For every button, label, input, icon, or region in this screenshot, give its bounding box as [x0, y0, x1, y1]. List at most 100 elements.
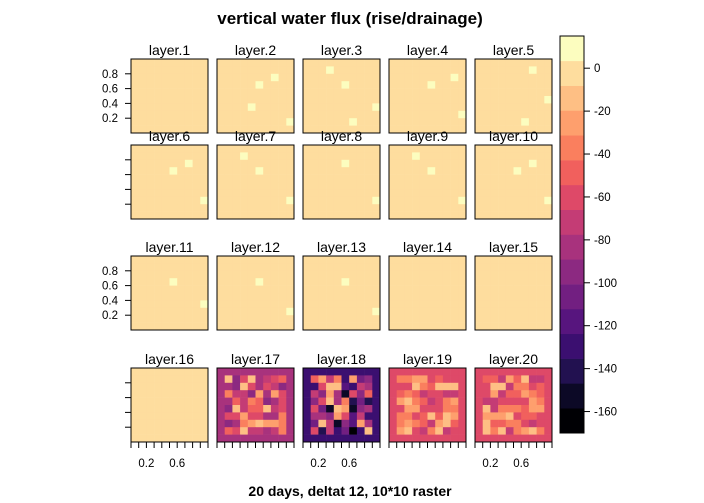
heat-cell: [427, 300, 436, 309]
heat-cell: [200, 152, 209, 161]
heat-cell: [364, 159, 373, 168]
heat-cell: [544, 434, 553, 443]
heat-cell: [177, 211, 186, 220]
heat-cell: [184, 88, 193, 97]
heat-cell: [224, 59, 233, 67]
heat-cell: [442, 182, 451, 190]
heat-cell: [356, 118, 365, 126]
heat-cell: [419, 189, 428, 198]
heat-cell: [458, 204, 467, 212]
heat-cell: [303, 315, 311, 323]
heat-cell: [326, 204, 335, 212]
heat-cell: [396, 405, 405, 413]
heat-cell: [427, 270, 436, 279]
heat-cell: [232, 110, 241, 119]
heat-cell: [521, 174, 530, 183]
heat-cell: [505, 59, 514, 67]
heat-cell: [326, 167, 335, 175]
heat-cell: [389, 300, 397, 309]
heat-cell: [435, 96, 444, 104]
heat-cell: [536, 59, 545, 67]
heat-cell: [184, 125, 193, 134]
heat-cell: [475, 73, 483, 82]
heat-cell: [505, 263, 514, 272]
heat-cell: [169, 167, 178, 175]
heat-cell: [131, 434, 139, 443]
heat-cell: [326, 110, 335, 119]
heat-cell: [154, 66, 163, 75]
heat-cell: [404, 182, 413, 190]
heat-cell: [544, 182, 553, 190]
heat-cell: [232, 182, 241, 190]
heat-cell: [505, 375, 514, 384]
heat-cell: [544, 256, 553, 264]
heat-cell: [200, 382, 209, 391]
heat-cell: [427, 315, 436, 323]
heat-cell: [255, 382, 264, 391]
heat-cell: [138, 125, 147, 134]
heat-cell: [263, 211, 272, 220]
heat-cell: [412, 211, 421, 220]
heat-cell: [224, 182, 233, 190]
heat-cell: [498, 390, 507, 398]
heat-cell: [310, 315, 319, 323]
heat-cell: [544, 59, 553, 67]
heat-cell: [442, 270, 451, 279]
heat-cell: [412, 307, 421, 316]
heat-cell: [333, 256, 342, 264]
heat-cell: [169, 73, 178, 82]
heat-cell: [349, 256, 358, 264]
heat-cell: [442, 419, 451, 428]
colorbar-segment: [560, 284, 584, 310]
heat-cell: [131, 182, 139, 190]
heat-cell: [326, 182, 335, 190]
heat-cell: [192, 103, 201, 112]
heat-cell: [131, 270, 139, 279]
heat-cell: [154, 278, 163, 286]
heat-cell: [278, 270, 287, 279]
heat-cell: [349, 96, 358, 104]
heat-cell: [341, 118, 350, 126]
heat-cell: [435, 397, 444, 406]
heat-cell: [372, 88, 381, 97]
heat-cell: [372, 81, 381, 89]
heat-cell: [138, 278, 147, 286]
heat-cell: [521, 66, 530, 75]
heat-cell: [404, 256, 413, 264]
heat-cell: [482, 59, 491, 67]
heat-cell: [435, 88, 444, 97]
heat-cell: [278, 315, 287, 323]
heat-cell: [349, 204, 358, 212]
heat-cell: [435, 300, 444, 309]
heat-cell: [192, 427, 201, 435]
heat-cell: [427, 118, 436, 126]
heat-cell: [458, 419, 467, 428]
heat-cell: [490, 307, 499, 316]
heat-cell: [341, 167, 350, 175]
panel-layer-11: layer.11: [130, 239, 209, 331]
heat-cell: [498, 159, 507, 168]
heat-cell: [341, 434, 350, 443]
heat-cell: [450, 174, 459, 183]
heat-cell: [544, 118, 553, 126]
heat-cell: [458, 315, 467, 323]
heat-cell: [192, 145, 201, 153]
heat-cell: [310, 434, 319, 443]
heat-cell: [544, 427, 553, 435]
heat-cell: [544, 88, 553, 97]
heat-cell: [536, 211, 545, 220]
heat-cell: [498, 145, 507, 153]
heat-cell: [505, 103, 514, 112]
heat-cell: [505, 125, 514, 134]
heat-cell: [435, 118, 444, 126]
heat-cell: [435, 315, 444, 323]
heat-cell: [396, 368, 405, 376]
heat-cell: [303, 390, 311, 398]
heat-cell: [349, 412, 358, 421]
heat-cell: [318, 189, 327, 198]
heat-cell: [450, 322, 459, 331]
heat-cell: [458, 307, 467, 316]
heat-cell: [521, 167, 530, 175]
heat-cell: [232, 118, 241, 126]
heat-cell: [475, 159, 483, 168]
